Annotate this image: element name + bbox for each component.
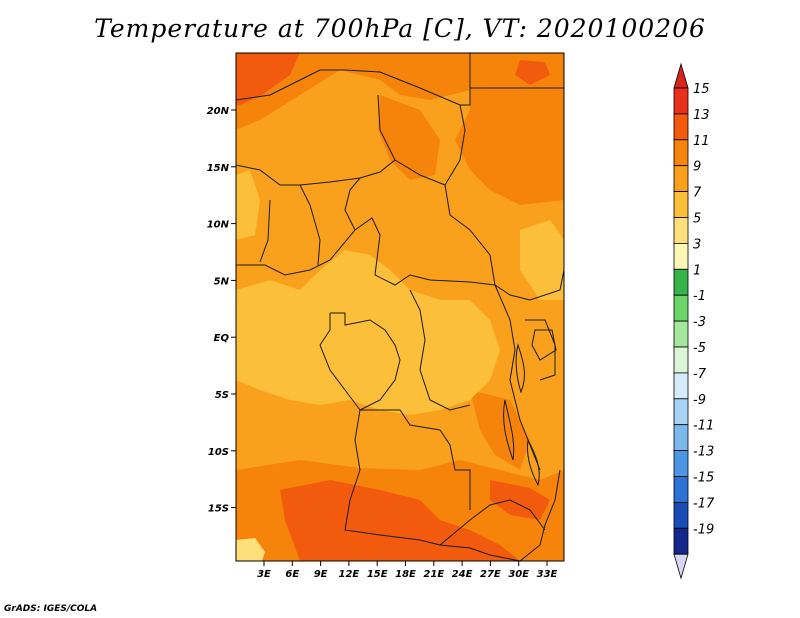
colorbar-swatch <box>673 320 689 348</box>
lon-tick-label: 30E <box>508 569 529 580</box>
colorbar-top-arrow <box>673 62 689 89</box>
lon-tick-label: 15E <box>367 569 388 580</box>
lon-tick-label: 24E <box>452 569 473 580</box>
colorbar-swatch <box>673 113 689 141</box>
colorbar-swatch <box>673 87 689 115</box>
colorbar-label: -13 <box>693 445 714 460</box>
colorbar-label: -11 <box>693 419 714 434</box>
colorbar-swatch <box>673 346 689 374</box>
colorbar-swatch <box>673 294 689 322</box>
temperature-field <box>236 53 564 561</box>
lakes <box>503 329 557 487</box>
colorbar-label: 7 <box>693 186 702 201</box>
grads-credit: GrADS: IGES/COLA <box>4 604 98 614</box>
colorbar-label: 5 <box>693 212 701 227</box>
colorbar-label: 9 <box>693 160 701 175</box>
warm-region-ne <box>455 53 564 205</box>
lat-tick-label: 10S <box>208 447 229 458</box>
map-frame <box>235 52 565 562</box>
colorbar-swatch <box>673 372 689 400</box>
colorbar-label: -15 <box>693 471 714 486</box>
hot-region-nw <box>236 53 300 105</box>
latitude-axis: 20N 15N 10N 5N EQ 5S 10S 15S <box>207 106 236 515</box>
hot-region-south <box>280 480 520 561</box>
lon-tick-label: 3E <box>257 569 271 580</box>
colorbar-swatch <box>673 217 689 244</box>
cool-region-west <box>236 170 260 240</box>
warm-region-east-mid <box>470 390 530 470</box>
colorbar-label: 1 <box>693 263 701 278</box>
colorbar-swatch <box>673 268 689 296</box>
colorbar-label: -5 <box>693 341 706 356</box>
lat-tick-label: 15N <box>207 163 230 174</box>
colorbar-label: 3 <box>693 237 701 252</box>
colorbar-swatch <box>673 242 689 270</box>
colorbar-swatch <box>673 527 689 555</box>
hot-region-ne <box>515 60 550 85</box>
longitude-axis: 3E 6E 9E 12E 15E 18E 21E 24E 27E 30E 33E <box>257 561 558 580</box>
lon-tick-label: 21E <box>423 569 444 580</box>
colorbar-swatch <box>673 450 689 477</box>
colorbar-swatch <box>673 424 689 452</box>
colorbar: 15 13 11 9 7 5 3 1 -1 -3 -5 -7 -9 -11 -13 -15 -17 -19 <box>673 62 715 580</box>
colorbar-label: -17 <box>693 496 715 511</box>
lon-tick-label: 27E <box>480 569 501 580</box>
lat-tick-label: 5N <box>214 276 230 287</box>
colorbar-swatch <box>673 501 689 529</box>
lat-tick-label: 10N <box>207 220 230 231</box>
hot-region-se <box>490 480 550 520</box>
lon-tick-label: 6E <box>285 569 299 580</box>
colorbar-label: -19 <box>693 522 714 537</box>
colorbar-swatch <box>673 165 689 192</box>
colorbar-label: 13 <box>693 108 710 123</box>
colorbar-label: -7 <box>693 367 707 382</box>
colorbar-swatch <box>673 476 689 503</box>
colorbar-label: -3 <box>693 315 706 330</box>
colorbar-swatch <box>673 191 689 218</box>
warm-region-sahara <box>378 95 440 180</box>
colorbar-label: -1 <box>693 289 706 304</box>
colorbar-swatch <box>673 139 689 167</box>
lat-tick-label: 5S <box>215 390 229 401</box>
country-borders <box>236 53 564 561</box>
colorbar-label: -9 <box>693 393 706 408</box>
cool-region-central <box>236 250 500 415</box>
lon-tick-label: 33E <box>537 569 558 580</box>
warm-region-north <box>236 53 470 130</box>
lat-tick-label: 20N <box>207 106 230 117</box>
lon-tick-label: 12E <box>339 569 360 580</box>
colorbar-bottom-arrow <box>673 553 689 580</box>
cool-region-east <box>520 220 564 300</box>
figure-title: Temperature at 700hPa [C], VT: 202010020… <box>94 14 706 43</box>
lat-tick-label: EQ <box>214 333 230 344</box>
lat-tick-label: 15S <box>208 504 229 515</box>
colorbar-label: 11 <box>693 134 710 149</box>
colorbar-label: 15 <box>693 82 710 97</box>
colorbar-swatch <box>673 398 689 426</box>
coolest-region-sw <box>236 538 265 561</box>
lon-tick-label: 18E <box>395 569 416 580</box>
lon-tick-label: 9E <box>314 569 328 580</box>
